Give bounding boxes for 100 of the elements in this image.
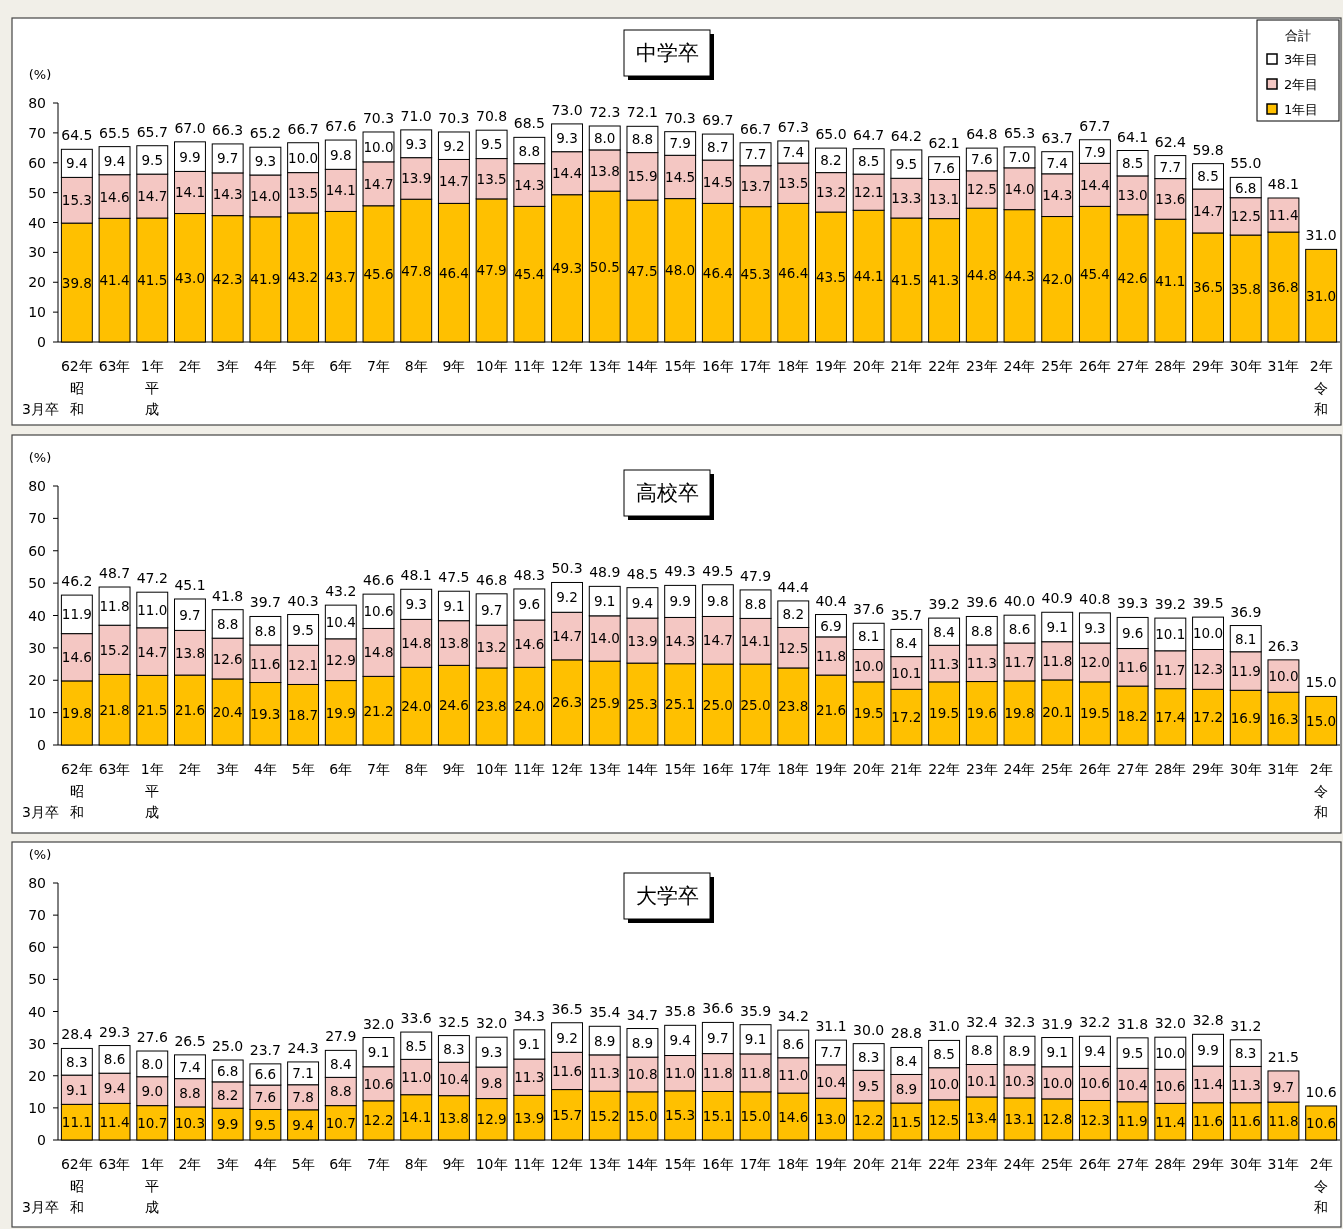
- data-label: 44.1: [853, 268, 884, 285]
- data-label: 13.5: [476, 170, 507, 187]
- data-label: 7.6: [971, 151, 993, 168]
- data-label: 11.1: [61, 1114, 92, 1131]
- data-label: 8.5: [933, 1046, 955, 1063]
- data-label: 23.8: [778, 698, 809, 715]
- total-label: 28.4: [61, 1026, 93, 1043]
- data-label: 13.0: [815, 1111, 846, 1128]
- total-label: 48.3: [513, 566, 545, 583]
- data-label: 8.4: [933, 623, 955, 640]
- data-label: 8.7: [707, 139, 729, 156]
- data-label: 16.9: [1230, 709, 1261, 726]
- data-label: 17.2: [891, 709, 922, 726]
- data-label: 10.1: [966, 1072, 997, 1089]
- total-label: 65.3: [1003, 124, 1036, 141]
- data-label: 13.7: [740, 178, 771, 195]
- text: 3月卒: [22, 401, 59, 417]
- text: 3月卒: [22, 804, 59, 820]
- total-label: 49.5: [702, 562, 734, 579]
- x-tick-label: 24年: [1003, 761, 1036, 777]
- data-label: 9.4: [103, 1080, 126, 1097]
- data-label: 8.2: [782, 606, 805, 623]
- x-tick-label: 13年: [588, 358, 621, 374]
- data-label: 11.0: [778, 1067, 809, 1084]
- data-label: 11.6: [250, 655, 281, 672]
- data-label: 14.1: [401, 1109, 432, 1126]
- data-label: 41.4: [99, 272, 130, 289]
- data-label: 25.0: [740, 696, 771, 713]
- total-label: 70.3: [362, 109, 395, 126]
- total-label: 40.0: [1003, 593, 1036, 610]
- total-label: 15.0: [1305, 674, 1337, 691]
- x-tick-label: 20年: [852, 358, 885, 374]
- x-tick-label: 16年: [701, 358, 734, 374]
- total-label: 32.5: [438, 1013, 470, 1030]
- data-label: 15.2: [99, 641, 130, 658]
- x-tick-label: 1年: [140, 358, 164, 374]
- total-label: 39.7: [249, 594, 281, 611]
- data-label: 12.5: [778, 639, 809, 656]
- data-label: 11.0: [401, 1069, 432, 1086]
- data-label: 12.9: [325, 651, 356, 668]
- x-tick-label: 11年: [513, 358, 546, 374]
- total-label: 31.8: [1117, 1015, 1149, 1032]
- total-label: 65.2: [249, 125, 281, 142]
- y-tick-label: 80: [28, 95, 46, 111]
- data-label: 9.7: [179, 606, 201, 623]
- data-label: 14.3: [514, 177, 545, 194]
- x-tick-label: 22年: [928, 761, 960, 777]
- data-label: 12.1: [853, 184, 884, 201]
- data-label: 12.3: [1079, 1112, 1110, 1129]
- data-label: 43.5: [815, 269, 846, 286]
- data-label: 9.5: [141, 151, 164, 168]
- total-label: 65.5: [98, 124, 131, 141]
- data-label: 19.5: [1079, 705, 1110, 722]
- data-label: 21.6: [815, 702, 846, 719]
- text: 平成: [145, 783, 160, 820]
- total-label: 48.1: [400, 567, 432, 584]
- total-label: 31.2: [1230, 1017, 1262, 1034]
- total-label: 64.1: [1117, 128, 1149, 145]
- total-label: 32.0: [362, 1015, 395, 1032]
- x-tick-label: 19年: [815, 761, 847, 777]
- data-label: 42.6: [1117, 270, 1148, 287]
- total-label: 45.1: [174, 576, 206, 593]
- data-label: 9.6: [1121, 624, 1144, 641]
- total-label: 34.2: [777, 1008, 809, 1025]
- data-label: 10.7: [137, 1114, 168, 1131]
- data-label: 9.4: [103, 152, 126, 169]
- data-label: 11.3: [1230, 1076, 1261, 1093]
- data-label: 8.6: [103, 1051, 126, 1068]
- data-label: 8.6: [1008, 621, 1031, 638]
- x-tick-label: 7年: [367, 358, 390, 374]
- data-label: 11.8: [740, 1064, 771, 1081]
- data-label: 41.5: [137, 272, 168, 289]
- total-label: 69.7: [702, 112, 734, 129]
- y-tick-label: 30: [28, 244, 46, 261]
- text: 昭和: [69, 380, 84, 417]
- x-tick-label: 4年: [253, 358, 277, 374]
- data-label: 11.9: [61, 606, 92, 623]
- data-label: 9.5: [480, 136, 503, 153]
- data-label: 10.8: [627, 1066, 658, 1083]
- total-label: 10.6: [1305, 1083, 1337, 1100]
- x-tick-label: 11年: [513, 1156, 546, 1172]
- data-label: 13.9: [514, 1109, 545, 1126]
- x-tick-label: 63年: [98, 761, 131, 777]
- x-tick-label: 17年: [739, 761, 772, 777]
- data-label: 36.8: [1268, 279, 1299, 296]
- data-label: 13.1: [929, 191, 960, 208]
- x-tick-label: 21年: [890, 358, 923, 374]
- data-label: 15.1: [702, 1107, 733, 1124]
- total-label: 72.1: [626, 104, 659, 121]
- data-label: 41.9: [250, 271, 281, 288]
- data-label: 17.2: [1193, 709, 1224, 726]
- total-label: 26.5: [174, 1032, 206, 1049]
- data-label: 8.4: [895, 1052, 918, 1069]
- total-label: 70.8: [476, 108, 508, 125]
- y-tick-label: 60: [28, 939, 46, 956]
- total-label: 40.3: [287, 592, 319, 609]
- data-label: 13.9: [627, 632, 658, 649]
- total-label: 32.4: [966, 1014, 998, 1031]
- total-label: 27.9: [325, 1028, 357, 1045]
- legend-title: 合計: [1285, 28, 1311, 43]
